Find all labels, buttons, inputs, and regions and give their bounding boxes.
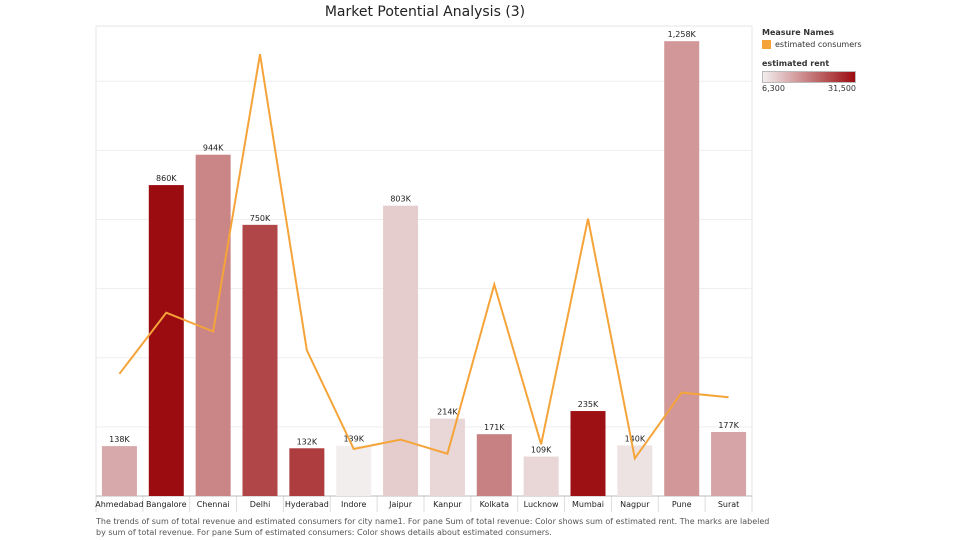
line-estimated-consumers (118, 54, 729, 461)
bar-surat (711, 432, 747, 496)
legend-line-entry[interactable]: estimated consumers (762, 40, 957, 49)
legend-line-label: estimated consumers (775, 40, 862, 49)
legend-rent-heading: estimated rent (762, 59, 830, 68)
x-tick-label: Ahmedabad (95, 500, 143, 509)
data-label: 139K (343, 435, 364, 444)
x-tick-label: Delhi (250, 500, 271, 509)
x-tick-label: Hyderabad (285, 500, 329, 509)
bar-jaipur (383, 205, 419, 496)
data-label: 109K (531, 446, 552, 455)
data-label: 860K (156, 174, 177, 183)
bar-kolkata (476, 434, 512, 496)
bar-kanpur (429, 418, 465, 496)
legend-measure-heading: Measure Names (762, 28, 835, 37)
chart-caption: The trends of sum of total revenue and e… (96, 517, 770, 537)
x-tick-label: Surat (718, 500, 739, 509)
x-tick-label: Pune (672, 500, 692, 509)
plot-area (95, 25, 753, 497)
data-label: 1,258K (668, 30, 697, 39)
bar-chennai (195, 154, 231, 496)
data-label: 214K (437, 408, 458, 417)
data-label: 803K (390, 195, 411, 204)
bar-nagpur (617, 445, 653, 496)
x-tick-label: Kanpur (433, 500, 462, 509)
data-label: 140K (625, 434, 646, 443)
data-label: 750K (250, 214, 271, 223)
legend-rent-min: 6,300 (762, 84, 785, 93)
x-tick-label: Lucknow (524, 500, 559, 509)
data-label: 235K (578, 400, 599, 409)
bar-indore (336, 445, 372, 496)
bar-lucknow (523, 456, 559, 496)
bar-bangalore (148, 185, 184, 497)
x-tick-label: Nagpur (620, 500, 650, 509)
data-label: 138K (109, 435, 130, 444)
bar-ahmedabad (101, 446, 137, 496)
x-tick-label: Chennai (197, 500, 230, 509)
bar-delhi (242, 224, 278, 496)
bar-mumbai (570, 411, 606, 496)
legend-rent-gradient (762, 71, 856, 83)
bar-hyderabad (289, 448, 325, 496)
x-tick-label: Indore (341, 500, 367, 509)
data-label: 132K (297, 437, 318, 446)
legend-line-swatch (762, 40, 771, 49)
data-label: 944K (203, 144, 224, 153)
chart-title: Market Potential Analysis (3) (324, 4, 526, 20)
legend: Measure Names estimated consumers estima… (762, 28, 957, 93)
x-tick-label: Bangalore (146, 500, 187, 509)
data-label: 177K (718, 421, 739, 430)
x-tick-label: Jaipur (388, 500, 413, 509)
x-tick-label: Kolkata (480, 500, 509, 509)
data-label: 171K (484, 423, 505, 432)
x-tick-label: Mumbai (572, 500, 604, 509)
legend-rent-max: 31,500 (828, 84, 856, 93)
bar-pune (664, 41, 700, 496)
